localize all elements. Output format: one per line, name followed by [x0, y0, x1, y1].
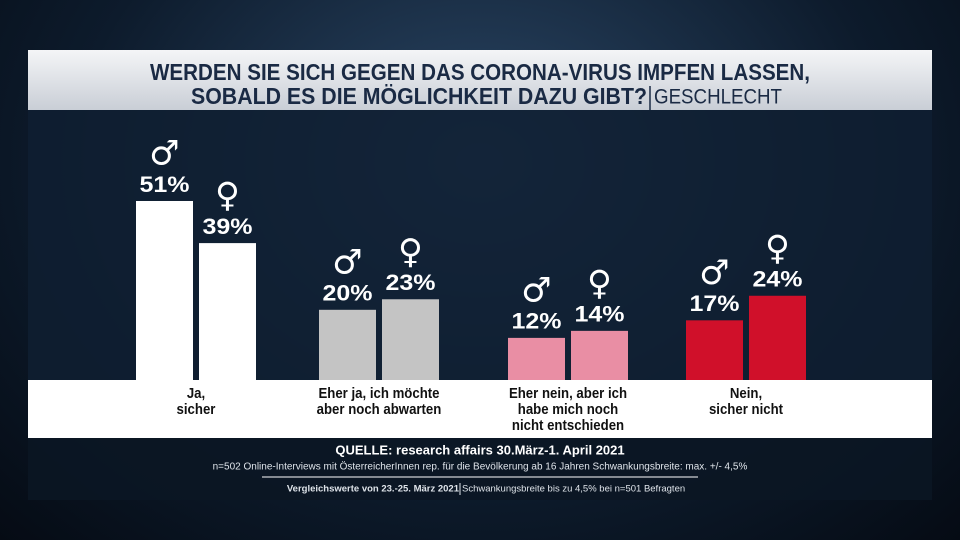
bar — [382, 299, 439, 380]
source-band — [28, 438, 932, 500]
gender-symbol: ♂ — [332, 242, 362, 282]
gender-symbol: ♀ — [215, 176, 240, 216]
value-label: 14% — [575, 302, 625, 327]
bar — [199, 243, 256, 380]
gender-symbol: ♀ — [587, 263, 612, 303]
comparison-note: Schwankungsbreite bis zu 4,5% bei n=501 … — [462, 484, 685, 495]
bar — [571, 330, 628, 380]
category-label: Ja, sicher — [176, 385, 216, 418]
category-label: Nein, sicher nicht — [708, 385, 784, 418]
gender-symbol: ♂ — [149, 133, 179, 173]
category-label: Eher ja, ich möchte aber noch abwarten — [316, 385, 442, 418]
gender-symbol: ♀ — [398, 232, 423, 272]
bar — [749, 295, 806, 380]
bar — [686, 320, 743, 380]
chart-subtitle: SOBALD ES DIE MÖGLICHKEIT DAZU GIBT? — [191, 83, 647, 109]
gender-symbol: ♂ — [521, 270, 551, 310]
gender-symbol: ♂ — [699, 253, 729, 293]
value-label: 24% — [753, 267, 803, 292]
bar — [508, 337, 565, 380]
note: n=502 Online-Interviews mit Österreicher… — [213, 461, 748, 473]
comparison: Vergleichswerte von 23.-25. März 2021 — [287, 484, 460, 495]
value-label: 20% — [323, 281, 373, 306]
label-band — [28, 380, 932, 438]
subtitle-tag: GESCHLECHT — [654, 86, 782, 109]
category-label: Eher nein, aber ich habe mich noch nicht… — [508, 385, 628, 434]
value-label: 17% — [690, 291, 740, 316]
value-label: 39% — [203, 214, 253, 239]
source: QUELLE: research affairs 30.März-1. Apri… — [335, 442, 624, 457]
value-label: 12% — [512, 309, 562, 334]
title-band — [28, 50, 932, 110]
bar — [319, 309, 376, 380]
chart-title: WERDEN SIE SICH GEGEN DAS CORONA-VIRUS I… — [150, 59, 810, 85]
value-label: 23% — [386, 270, 436, 295]
bar — [136, 200, 193, 380]
value-label: 51% — [140, 172, 190, 197]
gender-symbol: ♀ — [765, 228, 790, 268]
